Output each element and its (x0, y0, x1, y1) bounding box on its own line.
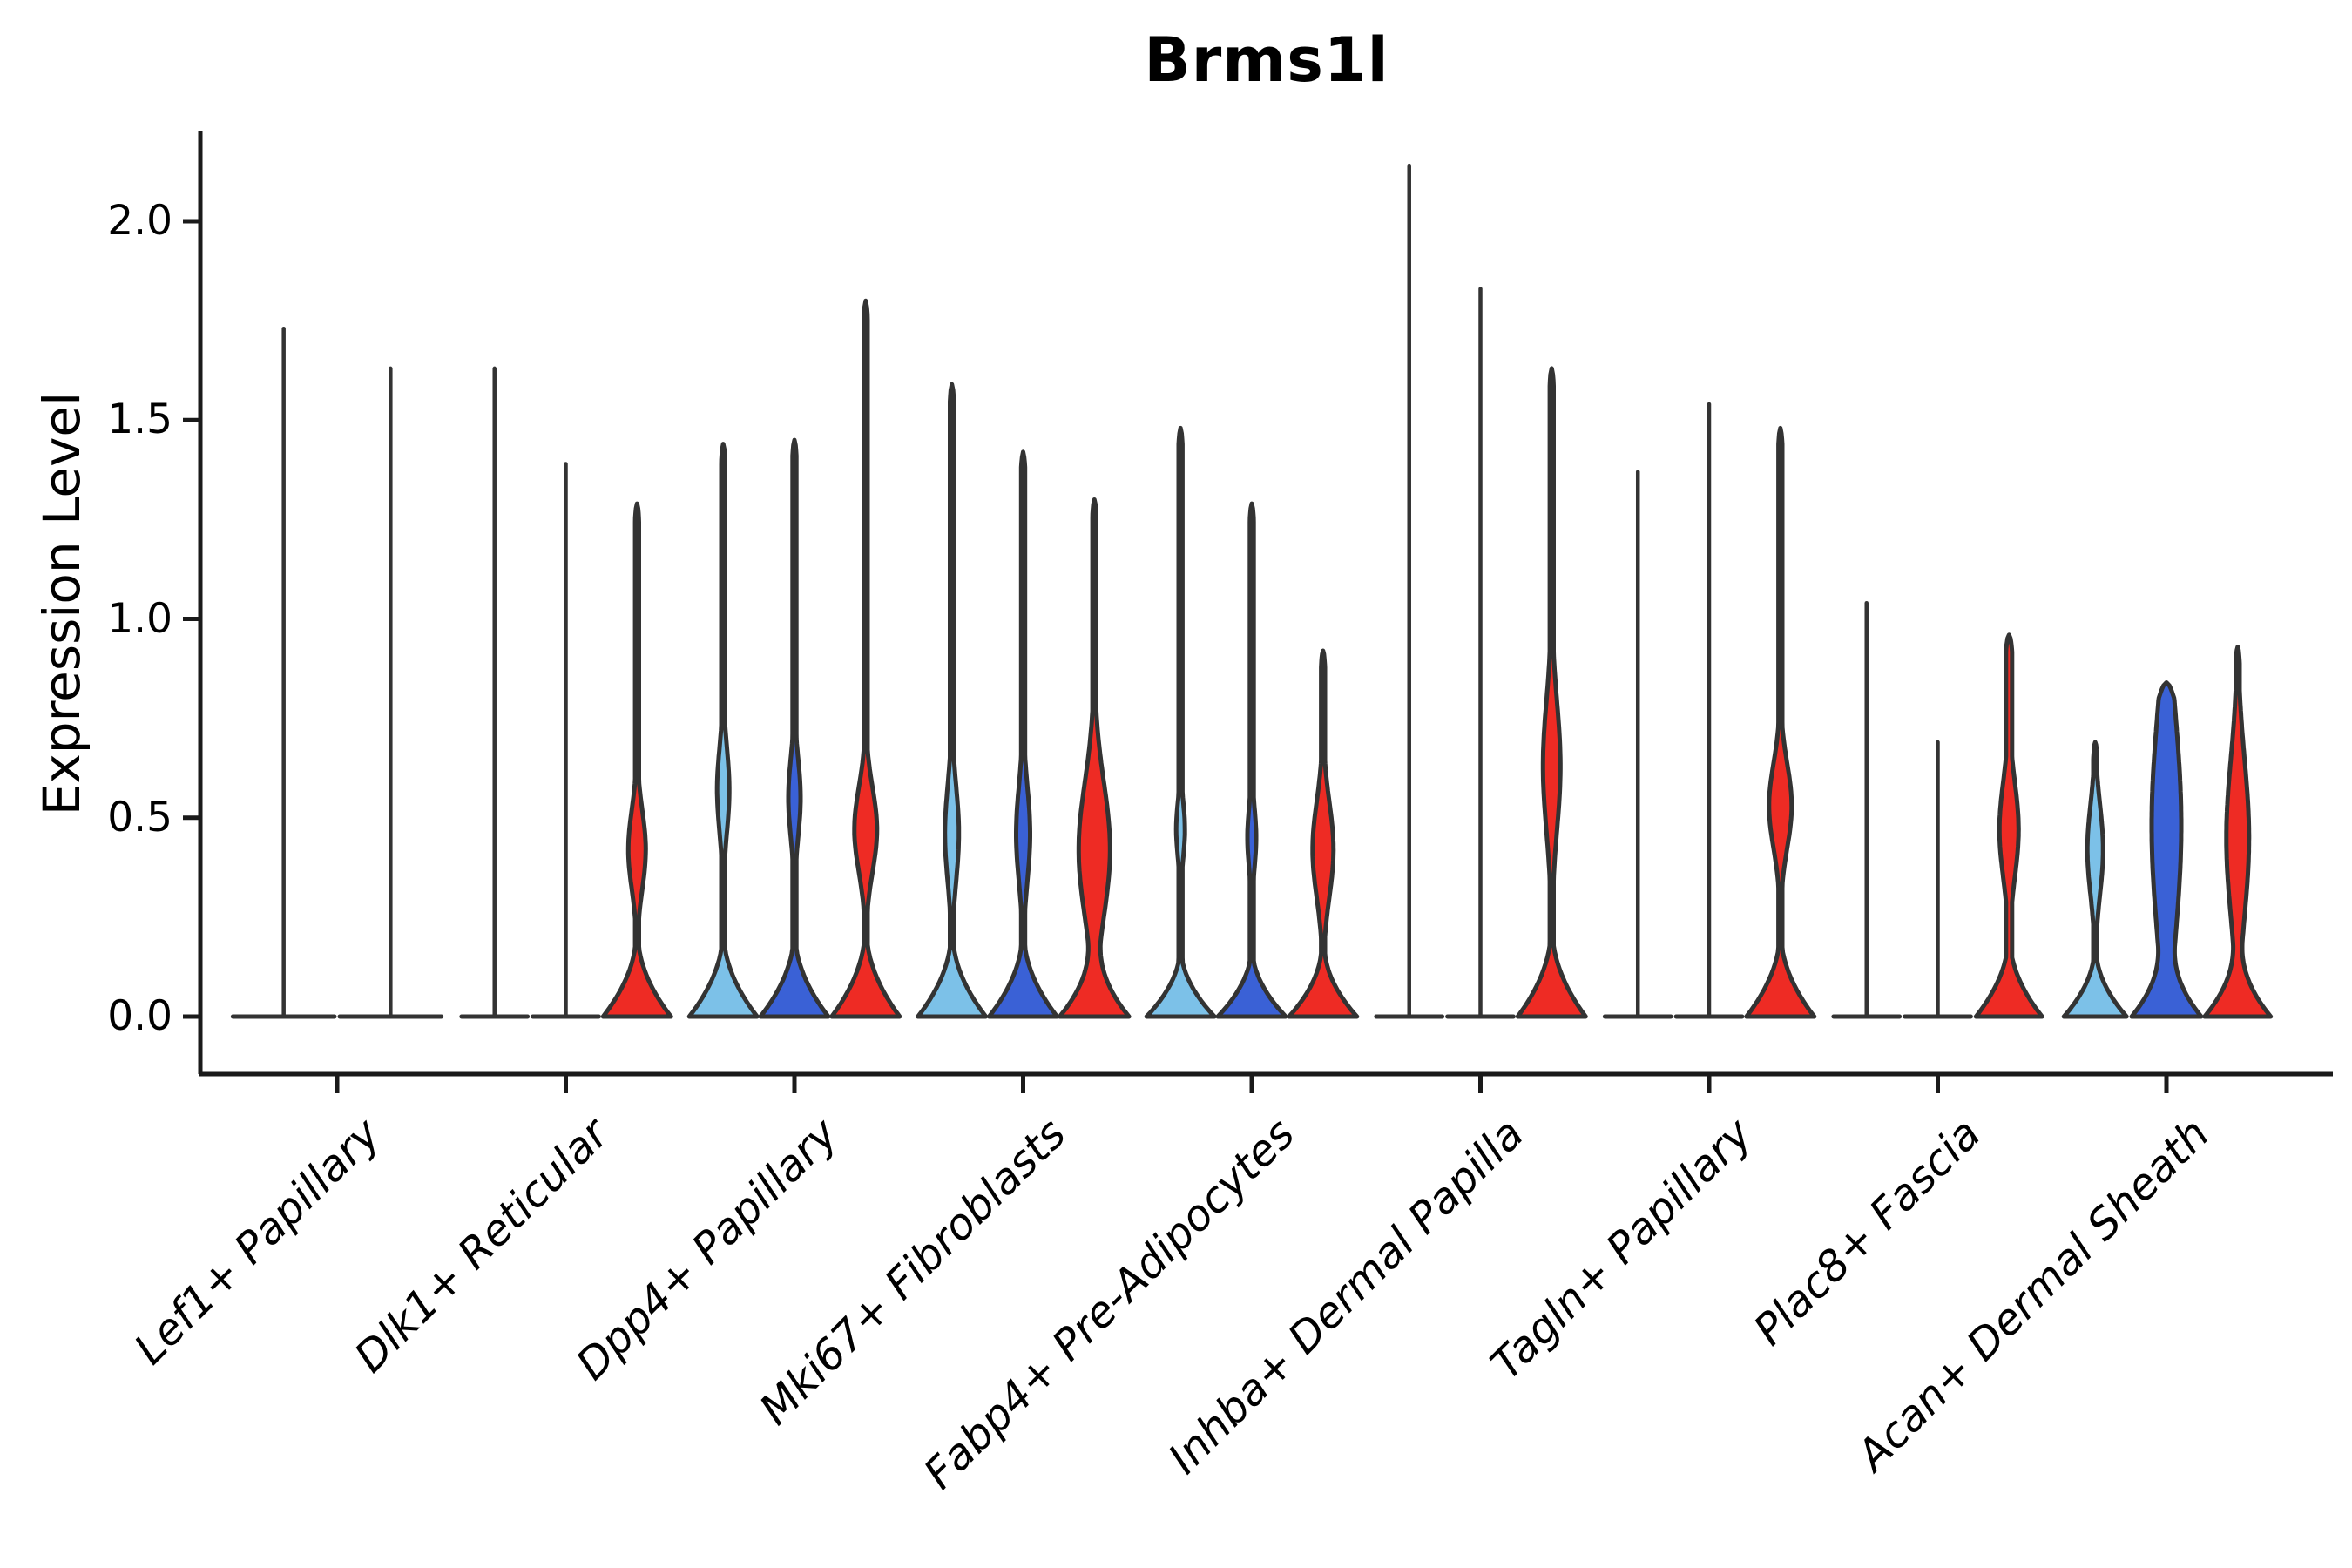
violin-darkblue (758, 437, 831, 1019)
violin-lightblue (686, 442, 760, 1019)
violin-lightblue (916, 382, 989, 1019)
violin-red (1744, 425, 1817, 1019)
y-tick-label: 0.5 (107, 793, 172, 841)
violin-darkblue (987, 449, 1059, 1019)
violin-red (1515, 366, 1588, 1019)
y-tick-label: 2.0 (107, 197, 172, 245)
violin-darkblue (2129, 680, 2204, 1019)
violin-lightblue (1144, 425, 1217, 1019)
violin-lightblue (2061, 740, 2129, 1019)
y-tick-label: 1.5 (107, 395, 172, 444)
violin-red (1973, 632, 2044, 1019)
chart-title: Brms1l (1144, 24, 1389, 96)
violin-darkblue (1215, 501, 1288, 1019)
y-tick-label: 1.0 (107, 594, 172, 643)
violin-red (1287, 648, 1360, 1019)
violin-red (2202, 645, 2274, 1019)
violin-red (600, 501, 673, 1019)
violin-red (829, 298, 902, 1019)
y-tick-label: 0.0 (107, 992, 172, 1040)
violin-red (1057, 497, 1132, 1019)
